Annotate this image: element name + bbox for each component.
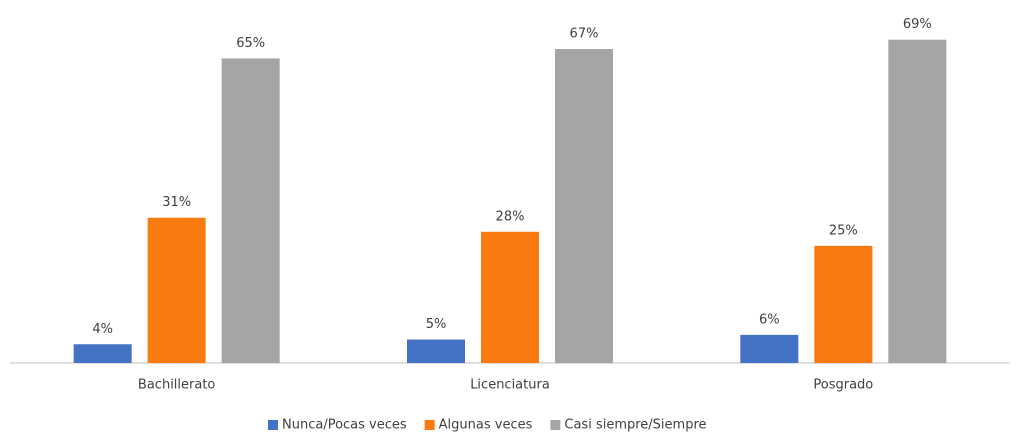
bar xyxy=(73,344,132,363)
bar xyxy=(555,49,613,364)
data-label: 31% xyxy=(162,195,191,210)
bar xyxy=(481,231,539,363)
data-label: 69% xyxy=(903,17,932,32)
bar xyxy=(221,58,280,364)
data-label: 67% xyxy=(570,27,599,42)
legend-label: Algunas veces xyxy=(439,418,533,433)
data-label: 5% xyxy=(426,317,447,332)
legend-swatch xyxy=(550,420,561,430)
data-label: 4% xyxy=(92,322,113,337)
data-label: 25% xyxy=(829,223,858,238)
legend-label: Nunca/Pocas veces xyxy=(282,418,407,433)
x-tick-label: Posgrado xyxy=(813,378,873,393)
bar xyxy=(740,334,799,363)
data-label: 28% xyxy=(496,209,525,224)
legend-swatch xyxy=(268,420,278,430)
x-tick-label: Licenciatura xyxy=(470,378,550,393)
bar xyxy=(814,245,873,363)
x-tick-label: Bachillerato xyxy=(138,378,216,393)
legend-swatch xyxy=(424,420,435,430)
bar xyxy=(888,39,947,363)
data-label: 6% xyxy=(759,312,780,327)
data-label: 65% xyxy=(236,36,265,51)
bar xyxy=(147,217,206,363)
legend-label: Casi siempre/Siempre xyxy=(564,418,706,433)
bar xyxy=(407,339,465,363)
